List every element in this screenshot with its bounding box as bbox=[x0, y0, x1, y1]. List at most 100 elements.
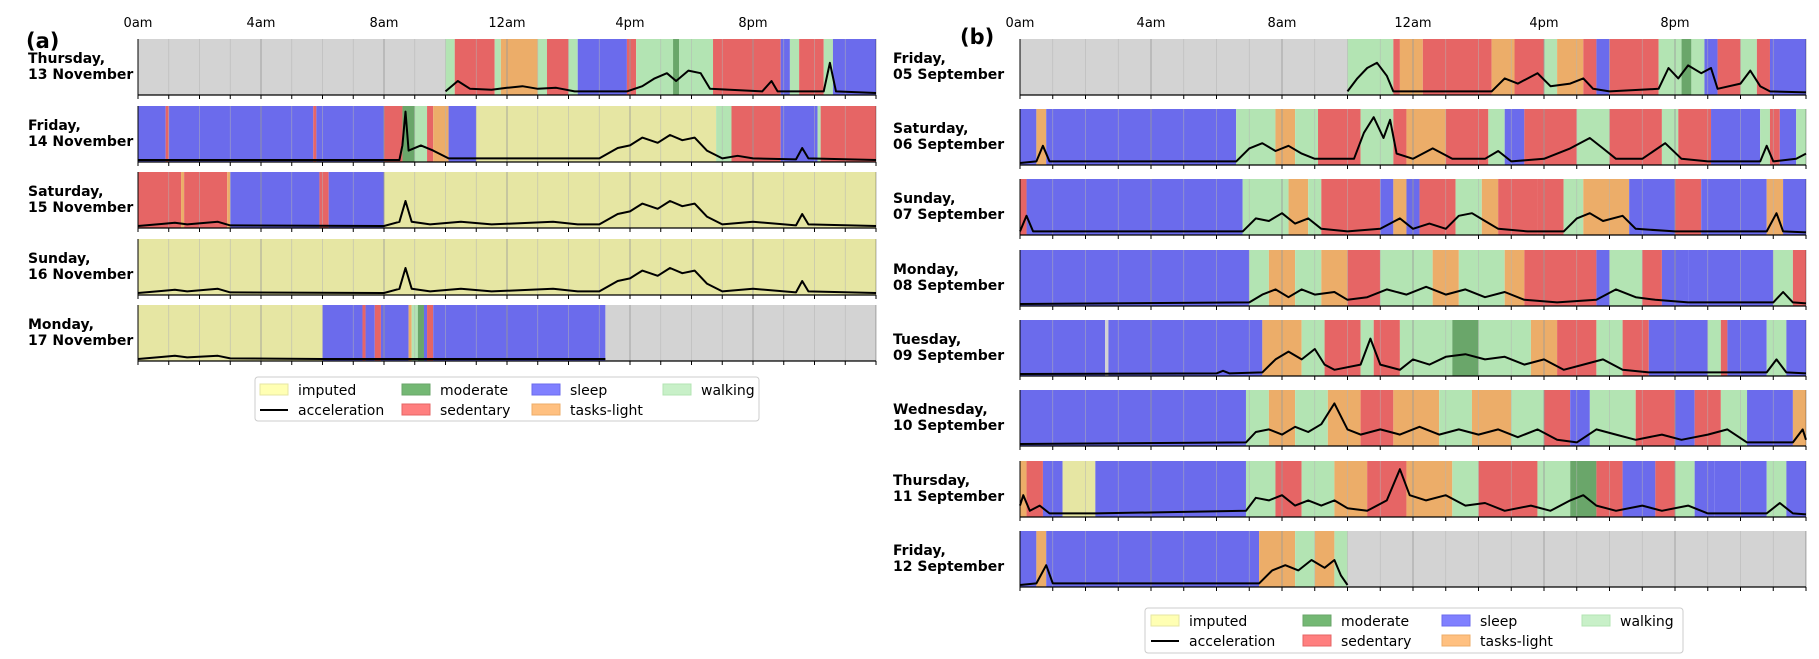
segment-sedentary bbox=[1445, 109, 1489, 165]
segment-tasks-light bbox=[1036, 531, 1047, 587]
segment-walking bbox=[1773, 250, 1793, 306]
segment-tasks-light bbox=[1036, 109, 1047, 165]
segment-sleep bbox=[1504, 109, 1525, 165]
segment-walking bbox=[1766, 320, 1787, 376]
segment-sedentary bbox=[1642, 250, 1662, 306]
legend-swatch-tasks-light bbox=[1441, 634, 1471, 647]
segment-sedentary bbox=[731, 106, 781, 162]
segment-sleep bbox=[1629, 179, 1675, 235]
day-label: 15 November bbox=[28, 200, 133, 216]
segment-walking bbox=[445, 39, 455, 95]
segment-moderate bbox=[417, 305, 424, 361]
segment-walking bbox=[716, 106, 732, 162]
segment-sedentary bbox=[1393, 39, 1400, 95]
segment-sleep bbox=[168, 106, 314, 162]
segment-walking bbox=[1658, 39, 1682, 95]
segment-sedentary bbox=[1544, 390, 1571, 446]
segment-sedentary bbox=[1360, 390, 1394, 446]
legend-label-imputed: imputed bbox=[298, 383, 356, 399]
day-label: 17 November bbox=[28, 333, 133, 349]
segment-walking bbox=[1589, 390, 1636, 446]
segment-sleep bbox=[230, 172, 320, 228]
segment-sedentary bbox=[427, 106, 434, 162]
segment-sleep bbox=[1711, 109, 1761, 165]
day-row: Friday,14 November bbox=[28, 106, 877, 166]
segment-sedentary bbox=[138, 172, 182, 228]
day-label: 12 September bbox=[893, 559, 1004, 575]
segment-sleep bbox=[1380, 179, 1394, 235]
segment-walking bbox=[1242, 179, 1289, 235]
segment-tasks-light bbox=[1314, 531, 1335, 587]
segment-walking bbox=[1563, 179, 1584, 235]
day-row: Monday,08 September bbox=[893, 250, 1807, 310]
day-label: 08 September bbox=[893, 278, 1004, 294]
acceleration-line bbox=[137, 200, 877, 227]
segment-walking bbox=[1295, 109, 1319, 165]
day-row: Sunday,16 November bbox=[28, 239, 877, 299]
segment-sedentary bbox=[546, 39, 569, 95]
day-label: Thursday, bbox=[893, 473, 970, 489]
legend-label-moderate: moderate bbox=[1341, 614, 1409, 630]
segment-walking bbox=[1301, 461, 1335, 517]
acceleration-line bbox=[137, 267, 877, 294]
day-row: Saturday,15 November bbox=[28, 172, 877, 232]
x-tick-label: 8pm bbox=[738, 16, 767, 31]
segment-sleep bbox=[316, 106, 384, 162]
segment-sleep bbox=[328, 172, 384, 228]
segment-sedentary bbox=[713, 39, 781, 95]
segment-sleep bbox=[1783, 179, 1806, 235]
segment-moderate bbox=[1570, 461, 1597, 517]
segment-walking bbox=[1245, 461, 1276, 517]
segment-walking bbox=[1455, 179, 1482, 235]
segment-walking bbox=[1452, 461, 1479, 517]
segment-walking bbox=[1537, 461, 1571, 517]
day-label: Sunday, bbox=[28, 251, 90, 267]
day-label: Friday, bbox=[28, 118, 81, 134]
legend-label-tasks-light: tasks-light bbox=[1480, 634, 1553, 650]
day-label: Saturday, bbox=[893, 121, 969, 137]
segment-sedentary bbox=[384, 106, 403, 162]
segment-sleep bbox=[577, 39, 627, 95]
acceleration-line bbox=[1019, 402, 1807, 445]
segment-sleep bbox=[832, 39, 876, 95]
segment-walking bbox=[1576, 109, 1610, 165]
segment-sleep bbox=[1596, 39, 1610, 95]
segment-sleep bbox=[1688, 250, 1774, 306]
segment-walking bbox=[1740, 39, 1757, 95]
segment-sedentary bbox=[319, 172, 329, 228]
segment-walking bbox=[1766, 461, 1787, 517]
segment-walking bbox=[1707, 320, 1721, 376]
legend-swatch-walking bbox=[1581, 614, 1611, 627]
legend-swatch-imputed bbox=[1150, 614, 1180, 627]
segment-walking bbox=[1439, 390, 1472, 446]
segment-walking bbox=[1691, 39, 1705, 95]
legend-label-sleep: sleep bbox=[570, 383, 607, 399]
segment-walking bbox=[1760, 109, 1770, 165]
day-label: Tuesday, bbox=[893, 332, 961, 348]
legend-label-walking: walking bbox=[1620, 614, 1674, 630]
legend-swatch-imputed bbox=[259, 383, 289, 396]
segment-walking bbox=[1245, 390, 1269, 446]
acceleration-line bbox=[137, 354, 606, 360]
segment-sedentary bbox=[1635, 390, 1675, 446]
segment-imputed bbox=[1062, 461, 1096, 517]
x-tick-label: 8pm bbox=[1660, 16, 1689, 31]
segment-walking bbox=[1478, 320, 1531, 376]
segment-sleep bbox=[1786, 461, 1806, 517]
segment-sedentary bbox=[184, 172, 228, 228]
segment-sedentary bbox=[165, 106, 169, 162]
segment-sleep bbox=[780, 39, 790, 95]
acceleration-line bbox=[1019, 285, 1807, 305]
segment-sleep bbox=[1727, 320, 1767, 376]
segment-sleep bbox=[1779, 109, 1797, 165]
segment-sedentary bbox=[1026, 461, 1043, 517]
day-label: 05 September bbox=[893, 67, 1004, 83]
segment-sedentary bbox=[1609, 109, 1662, 165]
segment-sleep bbox=[1020, 390, 1246, 446]
segment-walking bbox=[1380, 250, 1433, 306]
day-label: 06 September bbox=[893, 137, 1004, 153]
segment-walking bbox=[789, 39, 800, 95]
legend-label-tasks-light: tasks-light bbox=[570, 403, 643, 419]
day-row: Friday,05 September bbox=[893, 39, 1807, 99]
segment-tasks-light bbox=[1393, 390, 1440, 446]
